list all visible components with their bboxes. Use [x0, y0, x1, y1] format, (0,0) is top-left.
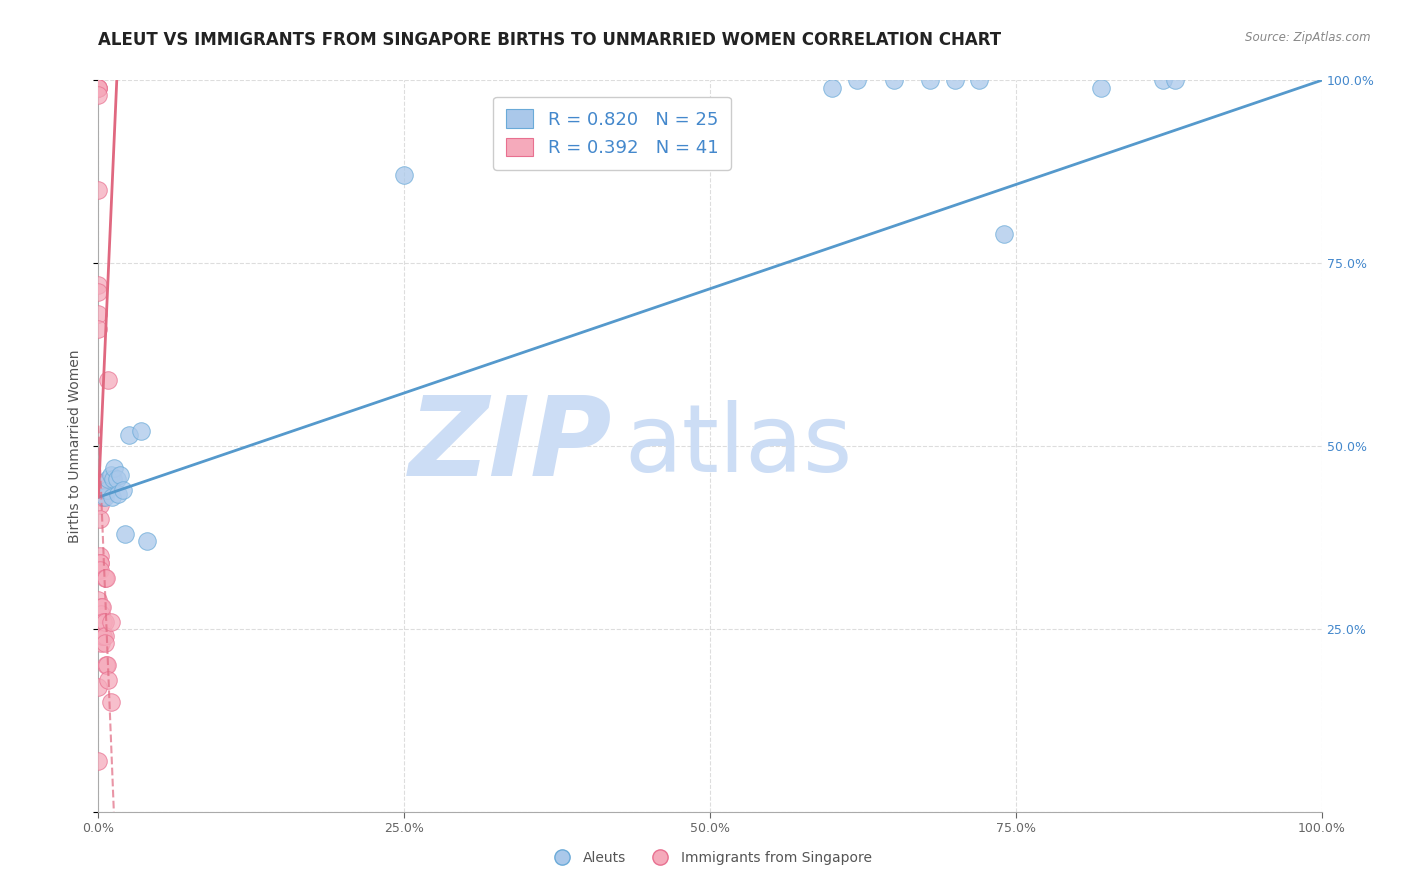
- Point: [89, 556, 111, 570]
- Point: [107, 486, 129, 500]
- Point: [93, 490, 115, 504]
- Point: [105, 472, 128, 486]
- Point: [845, 73, 868, 87]
- Point: [87, 681, 110, 695]
- Point: [97, 673, 120, 687]
- Point: [90, 636, 112, 650]
- Point: [87, 307, 110, 321]
- Point: [94, 658, 117, 673]
- Point: [87, 183, 110, 197]
- Point: [967, 73, 990, 87]
- Point: [93, 636, 115, 650]
- Point: [943, 73, 966, 87]
- Point: [114, 526, 136, 541]
- Point: [89, 512, 111, 526]
- Point: [96, 483, 118, 497]
- Point: [89, 556, 111, 570]
- Point: [89, 475, 111, 490]
- Point: [920, 73, 942, 87]
- Legend: Aleuts, Immigrants from Singapore: Aleuts, Immigrants from Singapore: [543, 846, 877, 871]
- Point: [87, 592, 110, 607]
- Point: [101, 490, 124, 504]
- Y-axis label: Births to Unmarried Women: Births to Unmarried Women: [69, 350, 83, 542]
- Point: [1090, 80, 1112, 95]
- Point: [90, 599, 112, 614]
- Point: [91, 490, 114, 504]
- Point: [87, 80, 110, 95]
- Point: [129, 425, 152, 439]
- Point: [87, 278, 110, 293]
- Point: [89, 563, 111, 577]
- Point: [91, 629, 114, 643]
- Point: [91, 599, 114, 614]
- Point: [87, 80, 110, 95]
- Point: [87, 754, 110, 768]
- Point: [89, 475, 111, 490]
- Point: [110, 468, 132, 483]
- Text: Source: ZipAtlas.com: Source: ZipAtlas.com: [1246, 31, 1371, 45]
- Point: [93, 629, 115, 643]
- Point: [1164, 73, 1187, 87]
- Point: [87, 322, 110, 336]
- Point: [101, 472, 124, 486]
- Point: [103, 461, 125, 475]
- Text: atlas: atlas: [624, 400, 852, 492]
- Point: [90, 607, 112, 622]
- Point: [111, 483, 134, 497]
- Point: [87, 80, 110, 95]
- Point: [87, 87, 110, 102]
- Point: [93, 615, 115, 629]
- Point: [1152, 73, 1174, 87]
- Point: [91, 615, 114, 629]
- Point: [96, 658, 118, 673]
- Point: [97, 373, 120, 387]
- Point: [93, 571, 115, 585]
- Point: [89, 490, 111, 504]
- Point: [87, 285, 110, 300]
- Point: [100, 468, 122, 483]
- Point: [136, 534, 159, 549]
- Point: [100, 615, 122, 629]
- Text: ALEUT VS IMMIGRANTS FROM SINGAPORE BIRTHS TO UNMARRIED WOMEN CORRELATION CHART: ALEUT VS IMMIGRANTS FROM SINGAPORE BIRTH…: [98, 31, 1001, 49]
- Point: [91, 629, 114, 643]
- Point: [100, 695, 122, 709]
- Point: [821, 80, 844, 95]
- Point: [392, 169, 416, 183]
- Point: [118, 428, 141, 442]
- Point: [993, 227, 1015, 241]
- Point: [89, 498, 111, 512]
- Point: [97, 472, 120, 486]
- Point: [94, 571, 117, 585]
- Point: [87, 563, 110, 577]
- Point: [883, 73, 905, 87]
- Text: ZIP: ZIP: [409, 392, 612, 500]
- Point: [89, 549, 111, 563]
